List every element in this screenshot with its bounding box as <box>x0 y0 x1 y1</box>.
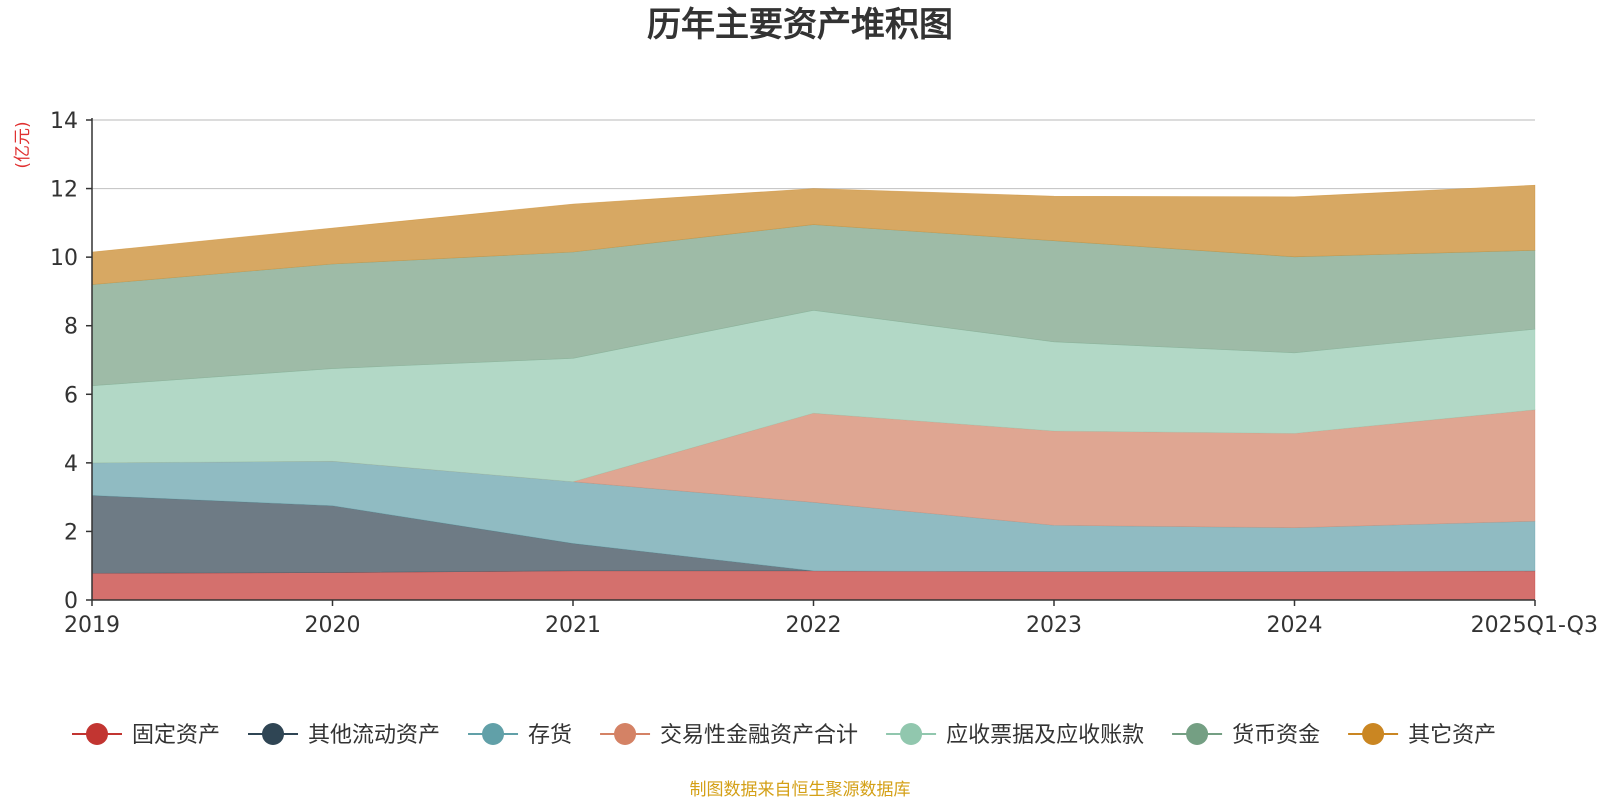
legend-label: 货币资金 <box>1232 723 1320 748</box>
y-tick-label: 14 <box>50 109 78 134</box>
x-tick-label: 2021 <box>545 613 601 638</box>
x-tick-label: 2019 <box>64 613 120 638</box>
legend-marker-icon <box>86 723 108 745</box>
legend-item-0[interactable]: 固定资产 <box>72 723 220 748</box>
area-series-0 <box>91 570 1536 601</box>
legend-marker-icon <box>1362 723 1385 745</box>
legend-label: 固定资产 <box>132 723 220 748</box>
legend-item-5[interactable]: 货币资金 <box>1172 723 1320 748</box>
x-tick-label: 2022 <box>786 613 842 638</box>
legend-item-1[interactable]: 其他流动资产 <box>248 723 440 748</box>
chart-title: 历年主要资产堆积图 <box>647 5 953 45</box>
y-tick-label: 10 <box>50 246 78 271</box>
legend-item-2[interactable]: 存货 <box>468 723 572 748</box>
y-tick-label: 12 <box>50 178 78 203</box>
x-tick-label: 2024 <box>1267 613 1323 638</box>
data-source-note: 制图数据来自恒生聚源数据库 <box>690 780 911 800</box>
legend-item-4[interactable]: 应收票据及应收账款 <box>886 723 1144 748</box>
area-series-group <box>91 184 1536 601</box>
y-tick-labels: 0 2 4 6 8 10 12 14 <box>50 109 92 614</box>
legend-label: 应收票据及应收账款 <box>946 723 1144 748</box>
legend-label: 其它资产 <box>1408 723 1496 748</box>
y-tick-label: 4 <box>64 452 78 477</box>
legend-label: 交易性金融资产合计 <box>660 723 858 748</box>
x-tick-label: 2023 <box>1026 613 1082 638</box>
legend-marker-icon <box>262 723 285 745</box>
legend-marker-icon <box>482 723 505 745</box>
legend: 固定资产 其他流动资产 存货 交易性金融资产合计 应收票据及应收账款 货币资金 其它资产 <box>72 723 1496 748</box>
legend-marker-icon <box>1186 723 1209 745</box>
y-tick-label: 2 <box>64 520 78 545</box>
y-tick-label: 6 <box>64 383 78 408</box>
legend-item-3[interactable]: 交易性金融资产合计 <box>600 723 858 748</box>
legend-label: 存货 <box>528 723 572 748</box>
area-series-6 <box>91 184 1536 285</box>
x-tick-label: 2020 <box>305 613 361 638</box>
legend-marker-icon <box>900 723 923 745</box>
x-tick-label: 2025Q1-Q3 <box>1471 613 1598 638</box>
legend-label: 其他流动资产 <box>308 723 440 748</box>
y-tick-label: 0 <box>64 589 78 614</box>
legend-marker-icon <box>614 723 637 745</box>
y-axis-unit-label: (亿元) <box>13 121 33 168</box>
x-tick-labels: 2019 2020 2021 2022 2023 2024 2025Q1-Q3 <box>64 600 1598 638</box>
y-tick-label: 8 <box>64 315 78 340</box>
legend-item-6[interactable]: 其它资产 <box>1348 723 1496 748</box>
